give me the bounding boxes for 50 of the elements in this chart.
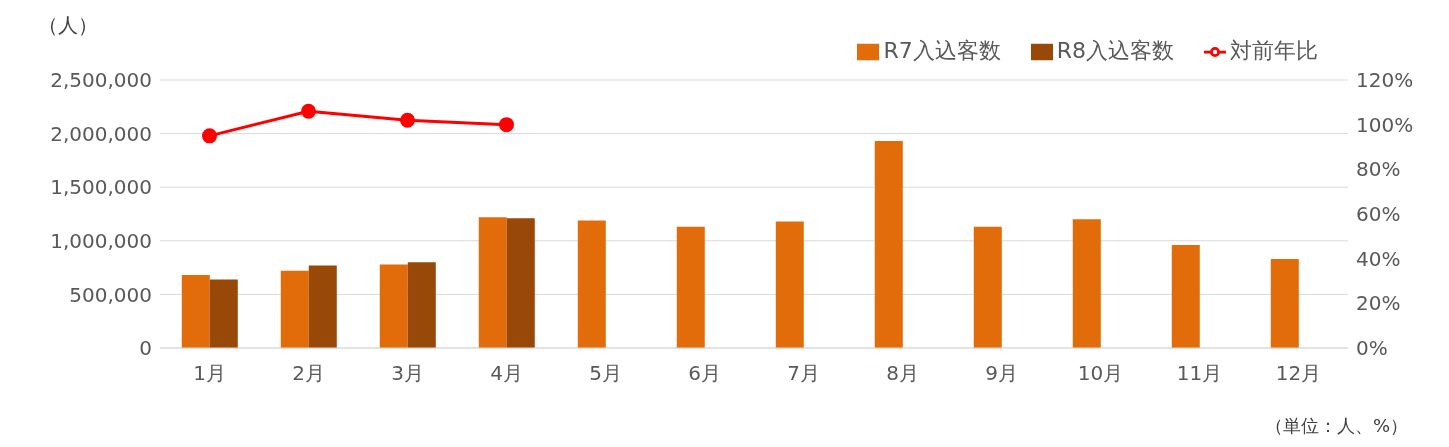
x-tick-label: 1月	[193, 361, 226, 386]
x-tick-label: 7月	[787, 361, 820, 386]
point	[400, 112, 415, 128]
bar	[775, 221, 804, 348]
y-axis-title: （人）	[38, 12, 98, 39]
bar	[1171, 245, 1200, 348]
text: （単位：人、%）	[1264, 414, 1408, 438]
legend-label: R8入込客数	[1056, 38, 1174, 63]
x-tick-label: 2月	[292, 361, 325, 386]
y-tick-label: 1,000,000	[50, 228, 152, 253]
bar	[181, 275, 210, 348]
point	[301, 103, 316, 119]
y-tick-label: 500,000	[69, 282, 152, 307]
x-tick-label: 9月	[985, 361, 1018, 386]
bar	[577, 220, 606, 348]
bar	[973, 226, 1002, 348]
bar	[1072, 219, 1101, 348]
x-tick-label: 3月	[391, 361, 424, 386]
bar	[874, 141, 903, 348]
legend-label: R7入込客数	[883, 38, 1001, 63]
bar	[1270, 259, 1299, 348]
y2-tick-label: 40%	[1356, 246, 1401, 271]
bar	[676, 226, 705, 348]
point	[202, 128, 217, 144]
point	[499, 117, 514, 133]
y2-tick-label: 0%	[1356, 336, 1388, 361]
y2-tick-label: 100%	[1356, 112, 1414, 137]
y2-tick-label: 120%	[1356, 68, 1414, 93]
x-tick-label: 8月	[886, 361, 919, 386]
bar	[209, 279, 238, 348]
x-tick-label: 6月	[688, 361, 721, 386]
x-tick-label: 12月	[1275, 361, 1322, 386]
legend-label: 対前年比	[1230, 38, 1318, 63]
x-tick-label: 11月	[1176, 361, 1223, 386]
y2-tick-label: 60%	[1356, 202, 1401, 227]
bar	[506, 218, 535, 348]
bar	[407, 262, 436, 348]
bar	[308, 265, 337, 348]
y2-tick-label: 80%	[1356, 157, 1401, 182]
x-tick-label: 4月	[490, 361, 523, 386]
y-tick-label: 2,500,000	[50, 68, 152, 93]
bar	[280, 270, 309, 348]
y2-tick-label: 20%	[1356, 291, 1401, 316]
y-tick-label: 1,500,000	[50, 175, 152, 200]
y-tick-label: 0	[139, 336, 152, 361]
bar	[379, 264, 408, 348]
bar	[478, 217, 507, 348]
x-tick-label: 5月	[589, 361, 622, 386]
y-tick-label: 2,000,000	[50, 121, 152, 146]
x-tick-label: 10月	[1077, 361, 1124, 386]
